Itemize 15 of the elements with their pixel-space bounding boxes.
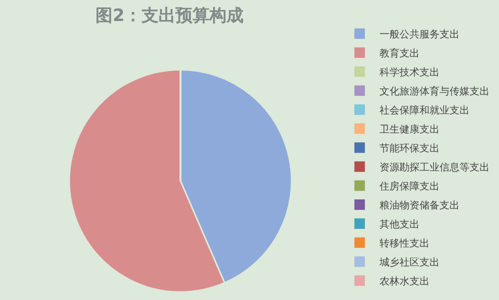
legend-label: 教育支出 (380, 47, 420, 60)
legend-label: 农林水支出 (380, 275, 430, 288)
legend-label: 一般公共服务支出 (380, 28, 460, 40)
legend-label: 其他支出 (380, 218, 420, 230)
legend-label: 社会保障和就业支出 (380, 104, 470, 116)
legend-label: 科学技术支出 (380, 66, 440, 78)
legend-label: 转移性支出 (380, 237, 430, 250)
legend-label: 资源勘探工业信息等支出 (380, 161, 490, 174)
chart-title: 图2：支出预算构成 (96, 6, 244, 26)
legend-label: 住房保障支出 (380, 180, 440, 192)
legend-label: 文化旅游体育与传媒支出 (380, 85, 490, 98)
legend-label: 粮油物资储备支出 (380, 199, 460, 212)
legend-label: 节能环保支出 (380, 142, 440, 154)
legend-label: 城乡社区支出 (378, 256, 440, 268)
legend-label: 卫生健康支出 (380, 123, 440, 136)
